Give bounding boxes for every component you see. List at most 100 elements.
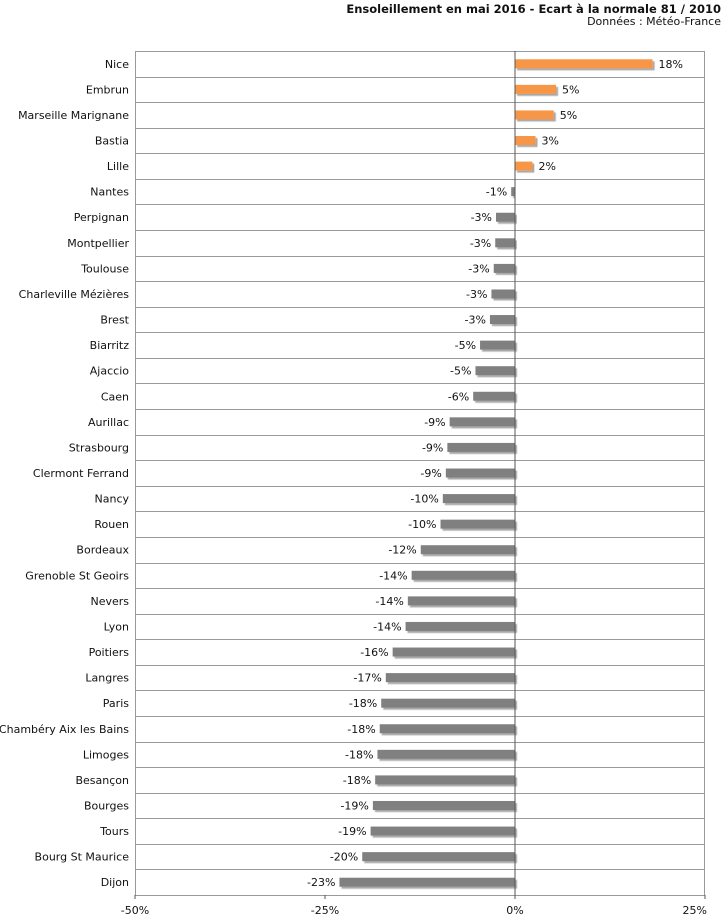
data-label: -3% xyxy=(464,314,485,327)
bar xyxy=(496,212,515,222)
bar xyxy=(339,877,515,887)
bar xyxy=(475,366,515,376)
data-label: 5% xyxy=(562,83,579,96)
category-label: Toulouse xyxy=(80,262,129,275)
bar xyxy=(480,340,515,350)
data-label: -5% xyxy=(450,365,471,378)
category-label: Bourges xyxy=(84,799,129,812)
data-label: -3% xyxy=(468,262,489,275)
data-label: -6% xyxy=(448,390,469,403)
x-tick-label: 25% xyxy=(683,904,707,917)
data-label: -3% xyxy=(470,237,491,250)
category-label: Caen xyxy=(101,390,129,403)
bar xyxy=(407,596,515,606)
category-label: Lille xyxy=(107,160,129,173)
bar xyxy=(491,289,515,299)
category-label: Lyon xyxy=(104,620,129,633)
category-label: Langres xyxy=(85,672,129,685)
bar xyxy=(377,749,515,759)
data-label: -9% xyxy=(422,441,443,454)
bar xyxy=(445,468,515,478)
x-tick-label: -50% xyxy=(121,904,149,917)
data-label: -23% xyxy=(307,876,335,889)
category-label: Grenoble St Geoirs xyxy=(25,569,129,582)
data-label: -18% xyxy=(343,774,371,787)
data-label: -9% xyxy=(424,416,445,429)
bar xyxy=(420,545,515,555)
category-label: Biarritz xyxy=(90,339,130,352)
category-label: Nancy xyxy=(95,493,130,506)
data-label: -18% xyxy=(347,723,375,736)
bar xyxy=(411,570,515,580)
data-label: -17% xyxy=(353,672,381,685)
data-label: -9% xyxy=(420,467,441,480)
bar xyxy=(489,315,515,325)
data-label: -16% xyxy=(360,646,388,659)
bar xyxy=(515,136,536,146)
category-label: Embrun xyxy=(86,83,129,96)
bar xyxy=(447,442,515,452)
bar xyxy=(449,417,515,427)
category-label: Ajaccio xyxy=(90,365,129,378)
bar xyxy=(405,621,515,631)
category-label: Strasbourg xyxy=(69,441,129,454)
category-label: Nevers xyxy=(90,595,129,608)
bar xyxy=(515,161,533,171)
category-label: Perpignan xyxy=(74,211,129,224)
category-label: Bourg St Maurice xyxy=(35,851,130,864)
category-label: Bordeaux xyxy=(76,544,129,557)
x-tick-label: 0% xyxy=(506,904,523,917)
category-label: Clermont Ferrand xyxy=(33,467,129,480)
bar xyxy=(370,826,515,836)
category-label: Paris xyxy=(103,697,129,710)
data-label: 2% xyxy=(538,160,555,173)
category-label: Poitiers xyxy=(89,646,130,659)
bar xyxy=(375,775,515,785)
data-label: -1% xyxy=(486,186,507,199)
data-label: -5% xyxy=(455,339,476,352)
bar xyxy=(440,519,515,529)
bar xyxy=(392,647,515,657)
data-label: -19% xyxy=(338,825,366,838)
category-label: Dijon xyxy=(101,876,129,889)
category-label: Brest xyxy=(100,314,129,327)
data-label: -3% xyxy=(471,211,492,224)
data-label: -10% xyxy=(408,518,436,531)
bar xyxy=(442,494,515,504)
bar xyxy=(372,800,515,810)
category-label: Aurillac xyxy=(88,416,129,429)
data-label: 5% xyxy=(560,109,577,122)
data-label: -14% xyxy=(373,620,401,633)
bar xyxy=(379,724,515,734)
bar xyxy=(381,698,515,708)
data-label: -12% xyxy=(388,544,416,557)
category-label: Besançon xyxy=(75,774,129,787)
category-label: Nantes xyxy=(90,186,129,199)
bar xyxy=(385,673,515,683)
bar xyxy=(473,391,515,401)
data-label: 18% xyxy=(659,58,683,71)
data-label: -3% xyxy=(466,288,487,301)
data-label: -18% xyxy=(349,697,377,710)
x-tick-label: -25% xyxy=(311,904,339,917)
data-label: -19% xyxy=(340,799,368,812)
category-label: Charleville Mézières xyxy=(19,288,130,301)
bar xyxy=(511,187,515,197)
category-label: Limoges xyxy=(83,748,129,761)
category-label: Chambéry Aix les Bains xyxy=(0,723,129,736)
bar xyxy=(515,59,653,69)
chart-subtitle: Données : Météo-France xyxy=(587,15,721,28)
category-label: Rouen xyxy=(94,518,129,531)
data-label: -18% xyxy=(345,748,373,761)
data-label: 3% xyxy=(542,135,559,148)
data-label: -14% xyxy=(375,595,403,608)
category-label: Montpellier xyxy=(67,237,129,250)
category-label: Tours xyxy=(99,825,129,838)
data-label: -14% xyxy=(379,569,407,582)
bar xyxy=(362,852,515,862)
category-label: Marseille Marignane xyxy=(18,109,129,122)
category-label: Nice xyxy=(105,58,129,71)
bar xyxy=(515,110,554,120)
bar xyxy=(493,263,515,273)
